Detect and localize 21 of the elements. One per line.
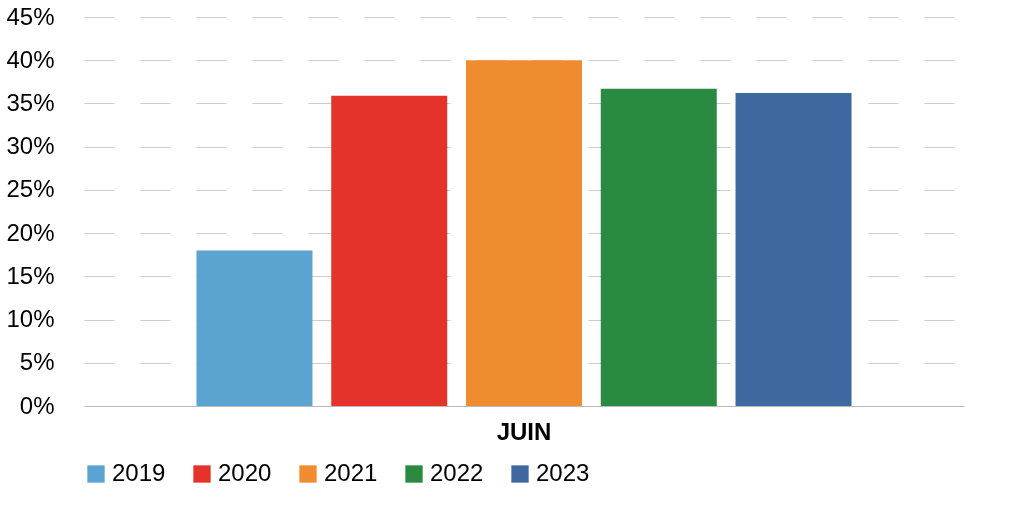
y-tick-label: 5%: [19, 348, 55, 376]
x-tick-label: JUIN: [496, 417, 552, 445]
y-tick-label: 30%: [6, 132, 55, 160]
bar: [196, 250, 313, 406]
y-tick-label: 0%: [19, 391, 55, 419]
bar: [600, 88, 717, 406]
legend-label: 2022: [430, 459, 484, 486]
bar: [466, 60, 582, 406]
bar: [735, 93, 852, 406]
bar: [331, 95, 448, 406]
y-tick-label: 35%: [6, 88, 55, 116]
y-tick-label: 25%: [6, 175, 55, 203]
legend-label: 2023: [536, 459, 590, 486]
legend-label: 2019: [112, 459, 166, 486]
y-tick-label: 40%: [6, 45, 55, 73]
y-tick-label: 10%: [6, 305, 55, 333]
y-tick-label: 20%: [6, 218, 55, 246]
legend-label: 2021: [324, 459, 378, 486]
y-tick-label: 45%: [6, 2, 55, 30]
y-tick-label: 15%: [6, 261, 55, 289]
legend-label: 2020: [218, 459, 272, 486]
